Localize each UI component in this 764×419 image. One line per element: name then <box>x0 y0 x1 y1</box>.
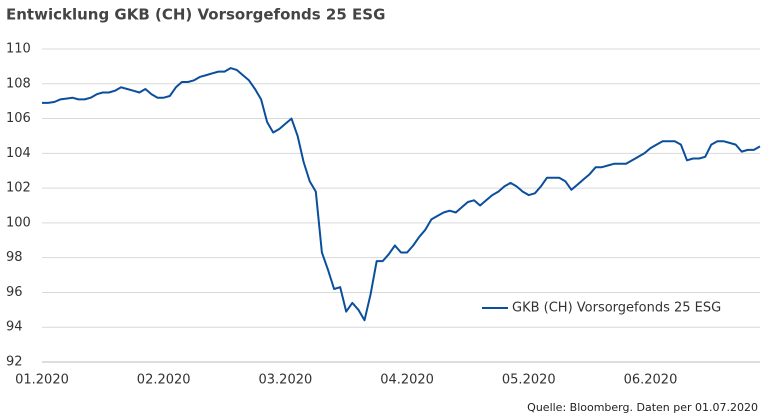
source-note: Quelle: Bloomberg. Daten per 01.07.2020 <box>527 401 758 414</box>
y-tick-label: 106 <box>6 111 31 126</box>
y-tick-label: 92 <box>6 355 23 370</box>
y-tick-label: 98 <box>6 250 23 265</box>
x-tick-label: 03.2020 <box>259 373 313 388</box>
y-tick-label: 108 <box>6 76 31 91</box>
legend-label: GKB (CH) Vorsorgefonds 25 ESG <box>512 301 721 316</box>
x-tick-label: 01.2020 <box>15 373 69 388</box>
x-tick-label: 04.2020 <box>380 373 434 388</box>
x-tick-label: 05.2020 <box>502 373 556 388</box>
chart-title: Entwicklung GKB (CH) Vorsorgefonds 25 ES… <box>6 6 385 24</box>
x-tick-label: 06.2020 <box>624 373 678 388</box>
x-tick-label: 02.2020 <box>137 373 191 388</box>
y-tick-label: 102 <box>6 181 31 196</box>
y-tick-label: 110 <box>6 42 31 57</box>
y-tick-label: 100 <box>6 215 31 230</box>
y-tick-label: 104 <box>6 146 31 161</box>
y-tick-label: 94 <box>6 320 23 335</box>
data-line <box>42 67 761 322</box>
y-tick-label: 96 <box>6 285 23 300</box>
